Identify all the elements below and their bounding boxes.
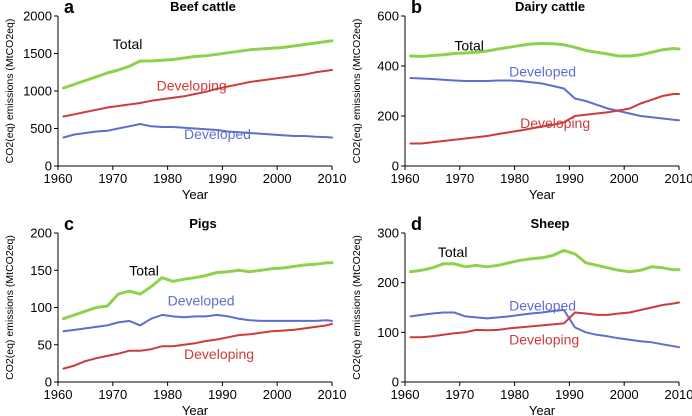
panel-d-x-tick-label: 1960 xyxy=(391,387,420,402)
panel-b-x-axis-title: Year xyxy=(529,187,556,202)
panel-a-x-tick-label: 1970 xyxy=(98,171,127,186)
panel-b-dairy-cattle: 0 200 400 600 1960 1970 1980 1990 2000 2010 Year CO… xyxy=(351,0,692,202)
panel-c-x-tick-label: 1980 xyxy=(153,387,182,402)
panel-c-x-tick-label: 2010 xyxy=(318,387,347,402)
panel-b-y-tick-label: 600 xyxy=(377,9,399,24)
panel-a-series-developed-line xyxy=(62,123,333,139)
panel-a-series-total-line xyxy=(62,39,334,90)
panel-c-series-total-label: Total xyxy=(129,262,159,278)
panel-a-x-tick-label: 2000 xyxy=(263,171,292,186)
panel-c-y-tick-label: 100 xyxy=(30,300,52,315)
panel-c-x-tick-label: 1970 xyxy=(98,387,127,402)
panel-a-y-tick-label: 1500 xyxy=(23,46,52,61)
panel-b-series-total-label: Total xyxy=(454,38,484,54)
panel-d-x-tick-label: 1970 xyxy=(445,387,474,402)
panel-b-y-tick-label: 400 xyxy=(377,59,399,74)
panel-d-series-developing-line xyxy=(409,301,680,339)
panel-b-x-tick-label: 1970 xyxy=(445,171,474,186)
panel-c-series-developing-line xyxy=(62,322,333,370)
panel-b-x-tick-label: 1990 xyxy=(555,171,584,186)
panel-a-x-tick-label: 1980 xyxy=(153,171,182,186)
panel-d-x-tick-label: 2010 xyxy=(665,387,692,402)
panel-c-x-tick-label: 1960 xyxy=(44,387,73,402)
panel-a-y-tick-label: 1000 xyxy=(23,84,52,99)
panel-a-x-axis-title: Year xyxy=(182,187,209,202)
panel-b-x-tick-label: 1980 xyxy=(500,171,529,186)
panel-d-x-tick-label: 2000 xyxy=(610,387,639,402)
panel-c-x-axis-title: Year xyxy=(182,403,209,416)
panel-d-series-total-line xyxy=(409,248,681,274)
panel-a-y-tick-label: 2000 xyxy=(23,9,52,24)
panel-d-sheep: 0 100 200 300 1960 1970 1980 1990 2000 2010 Year CO… xyxy=(351,214,692,416)
panel-c-x-tick-label: 1990 xyxy=(208,387,237,402)
panel-a-letter: a xyxy=(64,0,75,17)
panel-a-series-developing-line xyxy=(62,69,333,118)
panel-d-y-tick-label: 100 xyxy=(377,325,399,340)
panel-c-y-tick-label: 50 xyxy=(38,337,52,352)
panel-b-series-developing-label: Developing xyxy=(520,115,590,131)
panel-c-series-developed-line xyxy=(62,313,333,333)
panel-a-x-tick-label: 2010 xyxy=(318,171,347,186)
panel-d-series-developed-label: Developed xyxy=(509,297,576,313)
panel-c-series-developed-label: Developed xyxy=(168,292,235,308)
panel-a-x-tick-label: 1990 xyxy=(208,171,237,186)
panel-a-series-total-label: Total xyxy=(113,36,143,52)
panel-c-y-tick-label: 150 xyxy=(30,263,52,278)
panel-c-y-tick-label: 0 xyxy=(45,375,52,390)
panel-a-y-axis-title: CO2(eq) emissions (MtCO2eq) xyxy=(4,19,16,164)
panel-b-series-developed-label: Developed xyxy=(509,64,576,80)
panel-d-x-axis-title: Year xyxy=(529,403,556,416)
panel-b-y-axis-title: CO2(eq) emissions (MtCO2eq) xyxy=(351,19,363,164)
panel-c-series-total-line xyxy=(62,261,334,321)
panel-b-x-tick-label: 2000 xyxy=(610,171,639,186)
panel-d-series-total-label: Total xyxy=(438,244,468,260)
panel-d-x-tick-label: 1980 xyxy=(500,387,529,402)
panel-b-letter: b xyxy=(411,0,422,17)
panel-d-series-developed-line xyxy=(409,309,680,349)
panel-a-y-tick-label: 500 xyxy=(30,121,52,136)
panel-b-series-total-line xyxy=(409,42,681,58)
panel-a-y-tick-label: 0 xyxy=(45,159,52,174)
panel-b-x-tick-label: 1960 xyxy=(391,171,420,186)
panel-b-x-tick-label: 2010 xyxy=(665,171,692,186)
panel-d-x-tick-label: 1990 xyxy=(555,387,584,402)
panel-d-series-developing-label: Developing xyxy=(509,331,579,347)
panel-d-y-tick-label: 300 xyxy=(377,226,399,241)
panel-d-letter: d xyxy=(411,214,422,234)
panel-b-y-tick-label: 0 xyxy=(392,159,399,174)
panel-c-y-tick-label: 200 xyxy=(30,226,52,241)
panel-a-x-tick-label: 1960 xyxy=(44,171,73,186)
panel-c-x-tick-label: 2000 xyxy=(263,387,292,402)
panel-d-y-tick-label: 200 xyxy=(377,275,399,290)
panel-c-title: Pigs xyxy=(189,216,216,231)
panel-a-series-developing-label: Developing xyxy=(157,77,227,93)
panel-b-title: Dairy cattle xyxy=(515,0,585,14)
panel-c-y-axis-title: CO2(eq) emissions (MtCO2eq) xyxy=(4,235,16,380)
panel-c-series-developing-label: Developing xyxy=(184,346,254,362)
panel-b-series-developing-line xyxy=(409,93,680,145)
panel-a-title: Beef cattle xyxy=(170,0,236,14)
panel-c-pigs: 0 50 100 150 200 1960 1970 1980 1990 2000 2010 Year… xyxy=(4,214,346,416)
panel-b-series-developed-line xyxy=(409,77,680,122)
panel-a-series-developed-label: Developed xyxy=(184,126,251,142)
panel-c-letter: c xyxy=(64,214,74,234)
panel-d-title: Sheep xyxy=(530,216,569,231)
panel-d-y-tick-label: 0 xyxy=(392,375,399,390)
panel-b-y-tick-label: 200 xyxy=(377,109,399,124)
panel-a-beef-cattle: 0 500 1000 1500 2000 1960 1970 1980 1990 2000 2010… xyxy=(4,0,346,202)
panel-d-y-axis-title: CO2(eq) emissions (MtCO2eq) xyxy=(351,235,363,380)
